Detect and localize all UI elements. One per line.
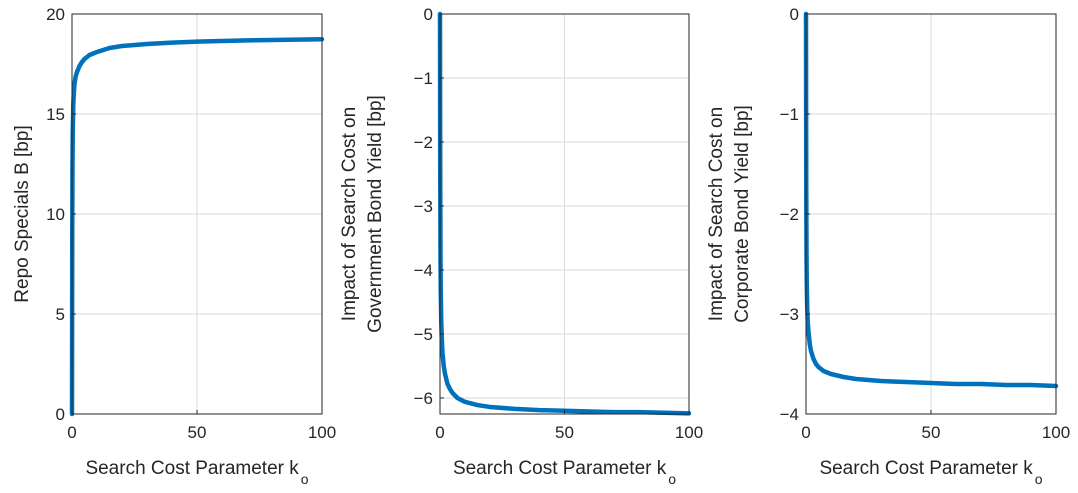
y-axis-label: Corporate Bond Yield [bp] [732,105,753,323]
x-tick-label: 0 [435,423,444,442]
y-tick-label: 20 [46,5,65,24]
x-tick-label: 0 [67,423,76,442]
x-tick-label: 0 [801,423,810,442]
subplot-3: 0 50 100 0 −1 −2 −3 −4 Search Cost Parameter k o I… [706,5,1070,487]
y-tick-label: −2 [780,205,799,224]
x-tick-label: 50 [188,423,207,442]
x-tick-label: 100 [308,423,336,442]
x-tick-label: 50 [922,423,941,442]
y-tick-label: −3 [414,197,433,216]
y-tick-label: −6 [414,389,433,408]
y-tick-label: −3 [780,305,799,324]
series-line [437,11,692,416]
series-line [69,36,325,417]
y-tick-label: 15 [46,105,65,124]
subplot-1: 0 50 100 0 5 10 15 20 Search Cost Parameter k o Re… [12,5,336,487]
x-tick-label: 100 [1042,423,1070,442]
y-tick-label: 10 [46,205,65,224]
series-line [803,11,1059,389]
y-tick-label: 5 [56,305,65,324]
y-tick-label: −5 [414,325,433,344]
y-tick-label: 0 [790,5,799,24]
y-axis-label: Government Bond Yield [bp] [365,95,386,333]
x-tick-label: 50 [555,423,574,442]
y-tick-label: 0 [424,5,433,24]
y-axis-label: Repo Specials B [bp] [12,125,33,302]
y-axis-label: Impact of Search Cost on [706,107,727,321]
y-axis-label: Impact of Search Cost on [339,107,360,321]
y-tick-label: −1 [414,69,433,88]
x-tick-label: 100 [675,423,703,442]
y-tick-label: −1 [780,105,799,124]
y-tick-label: −4 [780,405,799,424]
y-tick-label: −4 [414,261,433,280]
subplot-2: 0 50 100 0 −1 −2 −3 −4 −5 −6 Search Cost Parameter… [339,5,703,487]
y-tick-label: −2 [414,133,433,152]
y-tick-label: 0 [56,405,65,424]
